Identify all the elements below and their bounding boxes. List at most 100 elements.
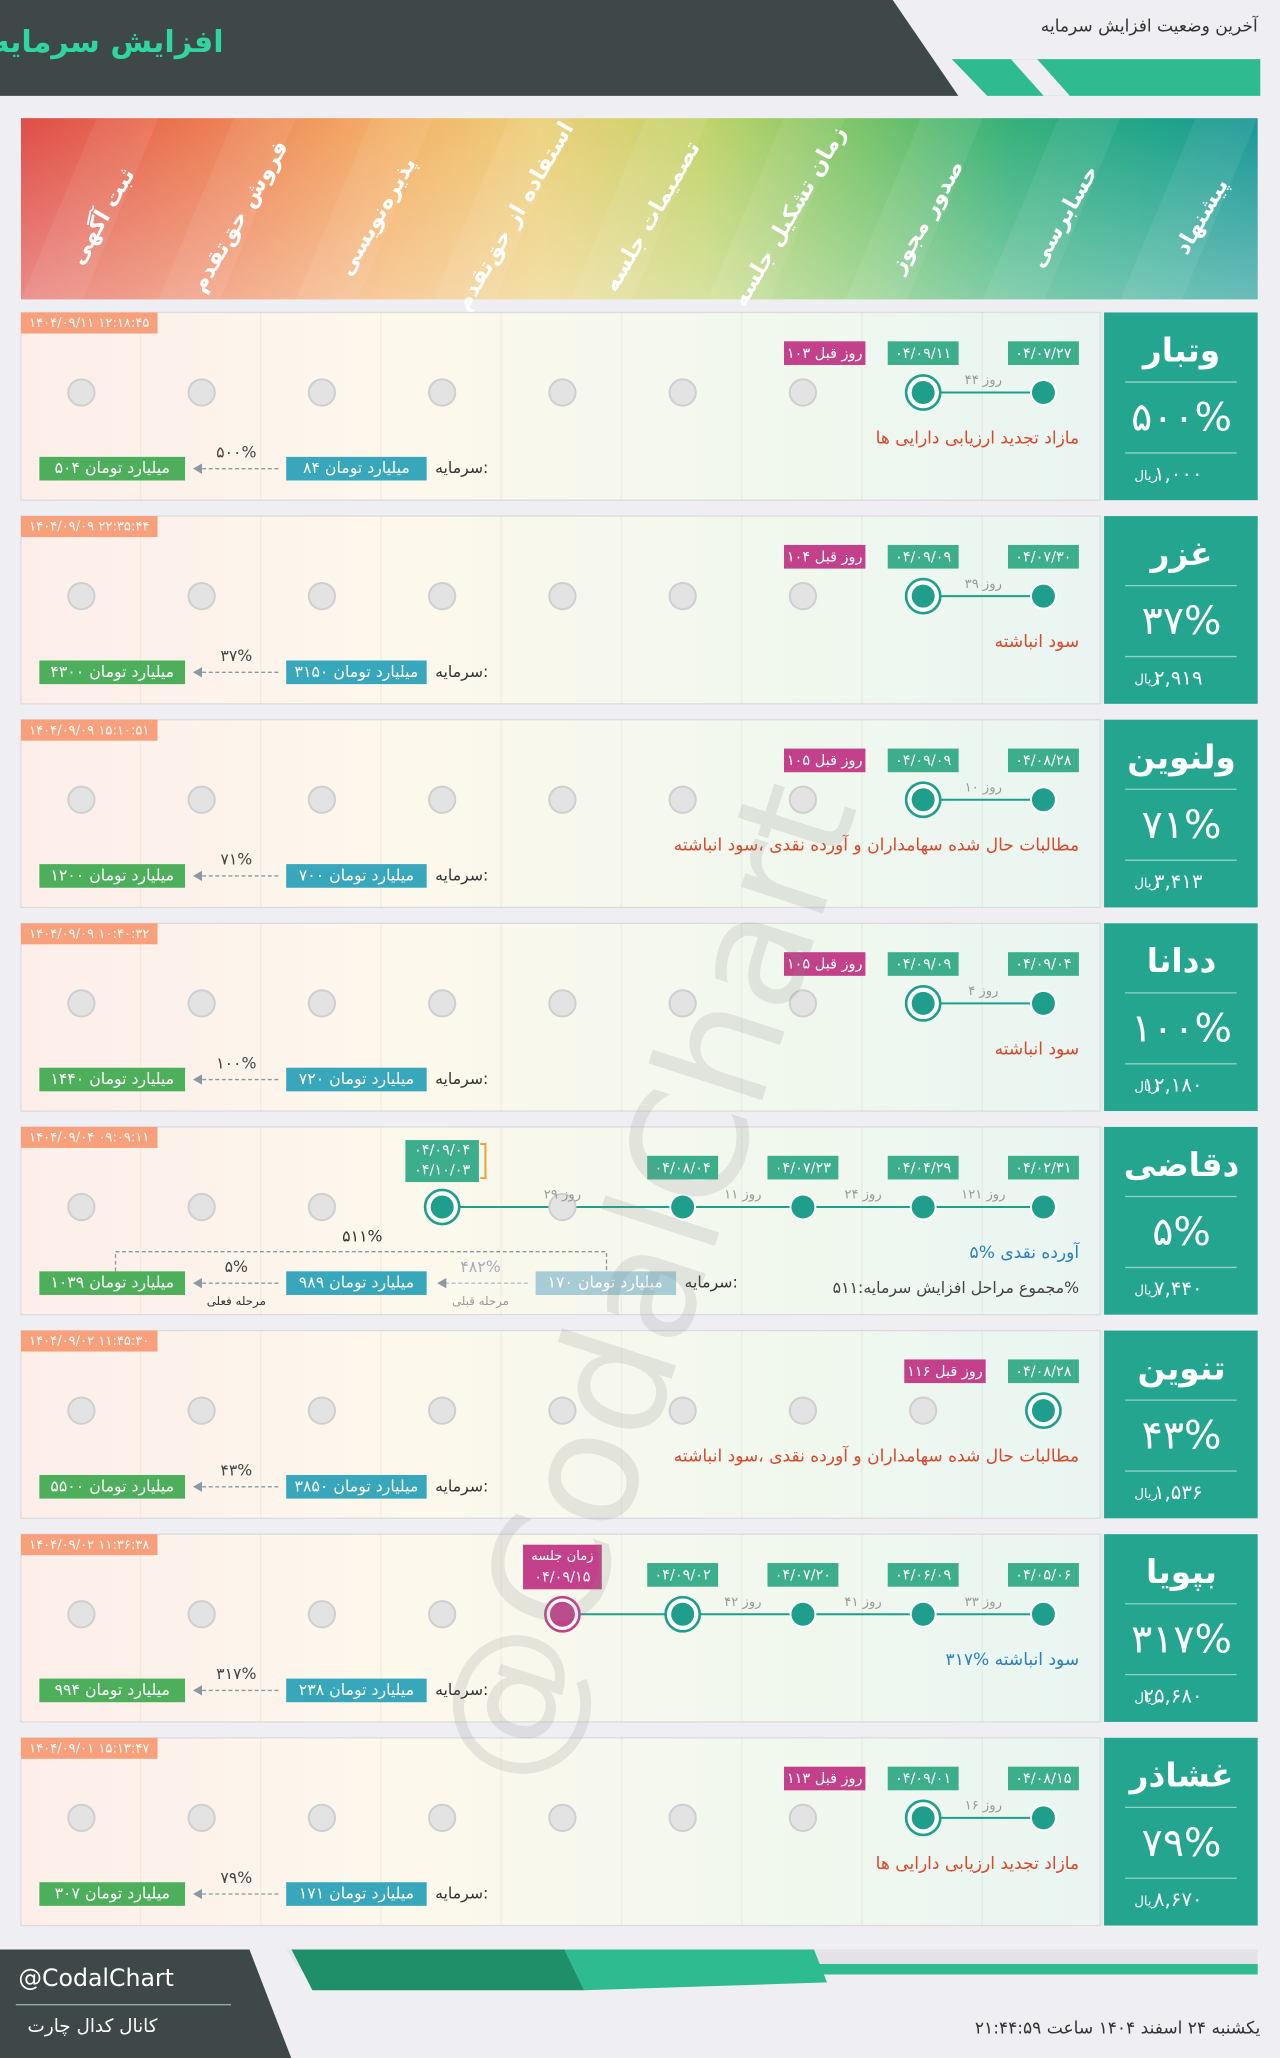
capital-label: سرمایه: — [435, 1680, 488, 1700]
stage-dot — [428, 582, 457, 611]
stage-dot — [548, 1192, 577, 1222]
prev-label: مرحله قبلی — [452, 1294, 509, 1309]
date-tag — [887, 952, 959, 976]
stage-dot — [668, 1396, 697, 1425]
stage-dot-active — [909, 1193, 937, 1221]
stage-dot-active — [789, 1600, 817, 1628]
date-text: ۰۴/۰۸/۰۴ — [655, 1160, 711, 1176]
footer-datetime: یکشنبه ۲۴ اسفند ۱۴۰۴ ساعت ۲۱:۴۴:۵۹ — [975, 2018, 1261, 2038]
date-text: ۰۴/۰۹/۰۴ — [1015, 957, 1071, 973]
timestamp-tag — [21, 516, 158, 538]
stage-dot-active — [909, 582, 937, 610]
description: ۳۱۷% سود انباشته — [946, 1650, 1080, 1670]
stage-dot-active — [909, 786, 937, 814]
date-text: ۰۴/۱۰/۰۳ — [414, 1162, 471, 1178]
content: ثبت آگهی فروش حق‌تقدم پذیره‌نویسی استفاده ا… — [20, 117, 1258, 1927]
stage-dot — [187, 989, 216, 1018]
increase: ۷۱% — [220, 850, 252, 869]
stage-dot-active — [789, 1193, 817, 1221]
date-text: ۰۴/۰۹/۰۱ — [895, 1771, 951, 1787]
stage-dot-active — [1029, 989, 1057, 1017]
date-tag — [647, 1563, 719, 1587]
capital-tag — [286, 1474, 427, 1499]
meeting-date: ۰۴/۰۹/۱۵ — [534, 1570, 590, 1586]
stage-dot — [668, 989, 697, 1018]
stage-dot — [307, 1803, 337, 1832]
ago-tag — [784, 341, 866, 365]
timestamp: ۱۴۰۴/۰۹/۰۴ ۰۹:۰۹:۱۱ — [29, 1131, 149, 1146]
company-name: تنوین — [1137, 1349, 1225, 1387]
price-unit: ریال — [1134, 1487, 1157, 1502]
company-price: ۳,۴۱۳ — [1154, 870, 1203, 893]
ago-text: ۱۰۵ روز قبل — [787, 753, 863, 769]
stage-dot — [187, 1192, 216, 1222]
capital: ۸۴ میلیارد تومان — [303, 458, 410, 478]
gap-days: ۴۱ روز — [844, 1595, 881, 1610]
capital-label: سرمایه: — [435, 865, 488, 885]
company-name: ولنوین — [1127, 739, 1236, 778]
date-tag — [887, 748, 959, 773]
company-name: بپویا — [1146, 1553, 1217, 1591]
stage-dot — [187, 1803, 216, 1832]
gap-days: ۴۴ روز — [965, 373, 1002, 388]
stage-dot-active — [1029, 582, 1057, 610]
result: ۵۵۰۰ میلیارد تومان — [50, 1476, 174, 1496]
stage-dot — [187, 1600, 216, 1629]
stage-dot — [788, 582, 818, 611]
date-tag — [887, 1563, 959, 1587]
company-card — [1104, 719, 1258, 908]
stage-dot — [428, 1600, 457, 1629]
increase: ۵۰۰% — [216, 442, 256, 461]
footer-stripe — [291, 1949, 585, 1991]
current-label: مرحله فعلی — [207, 1294, 266, 1309]
description: مطالبات حال شده سهامداران و آورده نقدی ،… — [674, 1445, 1079, 1467]
stage-band-fade — [21, 118, 1258, 300]
ago-tag — [784, 748, 866, 773]
stage-dot-active — [669, 1193, 697, 1221]
stage-dot — [788, 785, 818, 814]
company-price: ۲,۹۱۹ — [1154, 666, 1203, 689]
capital-label: سرمایه: — [435, 662, 488, 682]
ago-text: ۱۱۳ روز قبل — [787, 1771, 863, 1787]
stage-dot — [428, 1396, 457, 1425]
date-tag — [1007, 1563, 1079, 1587]
result: ۱۲۰۰ میلیارد تومان — [50, 865, 174, 885]
footer-stripe — [728, 1964, 1258, 1975]
capital: ۳۱۵۰ میلیارد تومان — [295, 662, 419, 682]
stage-dot — [307, 1192, 337, 1222]
total-bracket — [114, 1251, 608, 1272]
capital: ۷۲۰ میلیارد تومان — [299, 1069, 414, 1089]
date-tag — [767, 1563, 839, 1587]
stage-dot — [187, 582, 216, 611]
footer-stripe — [564, 1949, 828, 1991]
company-price: ۱۲,۱۸۰ — [1143, 1074, 1202, 1097]
stage-dot — [428, 378, 457, 407]
timestamp-tag — [21, 1330, 158, 1352]
description: مازاد تجدید ارزیابی دارایی ها — [876, 1854, 1079, 1874]
description: مازاد تجدید ارزیابی دارایی ها — [876, 428, 1079, 448]
date-tag — [767, 1155, 839, 1180]
price-unit: ریال — [1134, 1894, 1157, 1909]
stage-dot — [548, 785, 577, 814]
company-card — [1104, 923, 1258, 1112]
timestamp-tag — [21, 719, 158, 741]
prev-increase: ۴۸۲% — [460, 1257, 500, 1276]
date-tag — [1007, 341, 1079, 365]
ago-tag — [904, 1359, 986, 1384]
note: مجموع مراحل افزایش سرمایه:۵۱۱% — [833, 1278, 1080, 1298]
result: ۳۰۷ میلیارد تومان — [55, 1884, 170, 1904]
stage-dot — [428, 785, 457, 814]
capital-tag — [286, 660, 427, 685]
date-text: ۰۴/۰۸/۲۸ — [1015, 1364, 1072, 1380]
stage-dot — [67, 582, 96, 611]
date-text: ۰۴/۰۹/۰۴ — [414, 1143, 470, 1159]
meeting-tag — [523, 1544, 602, 1590]
company-card — [1104, 1534, 1258, 1722]
company-percent: ۳۷% — [1142, 598, 1222, 644]
result-tag — [39, 1882, 186, 1906]
date-text: ۰۴/۰۴/۲۹ — [895, 1160, 952, 1176]
capital-tag — [286, 1271, 427, 1295]
company-name: غزر — [1149, 535, 1213, 573]
timestamp: ۱۴۰۴/۰۹/۰۹ ۲۲:۳۵:۴۴ — [29, 520, 149, 535]
